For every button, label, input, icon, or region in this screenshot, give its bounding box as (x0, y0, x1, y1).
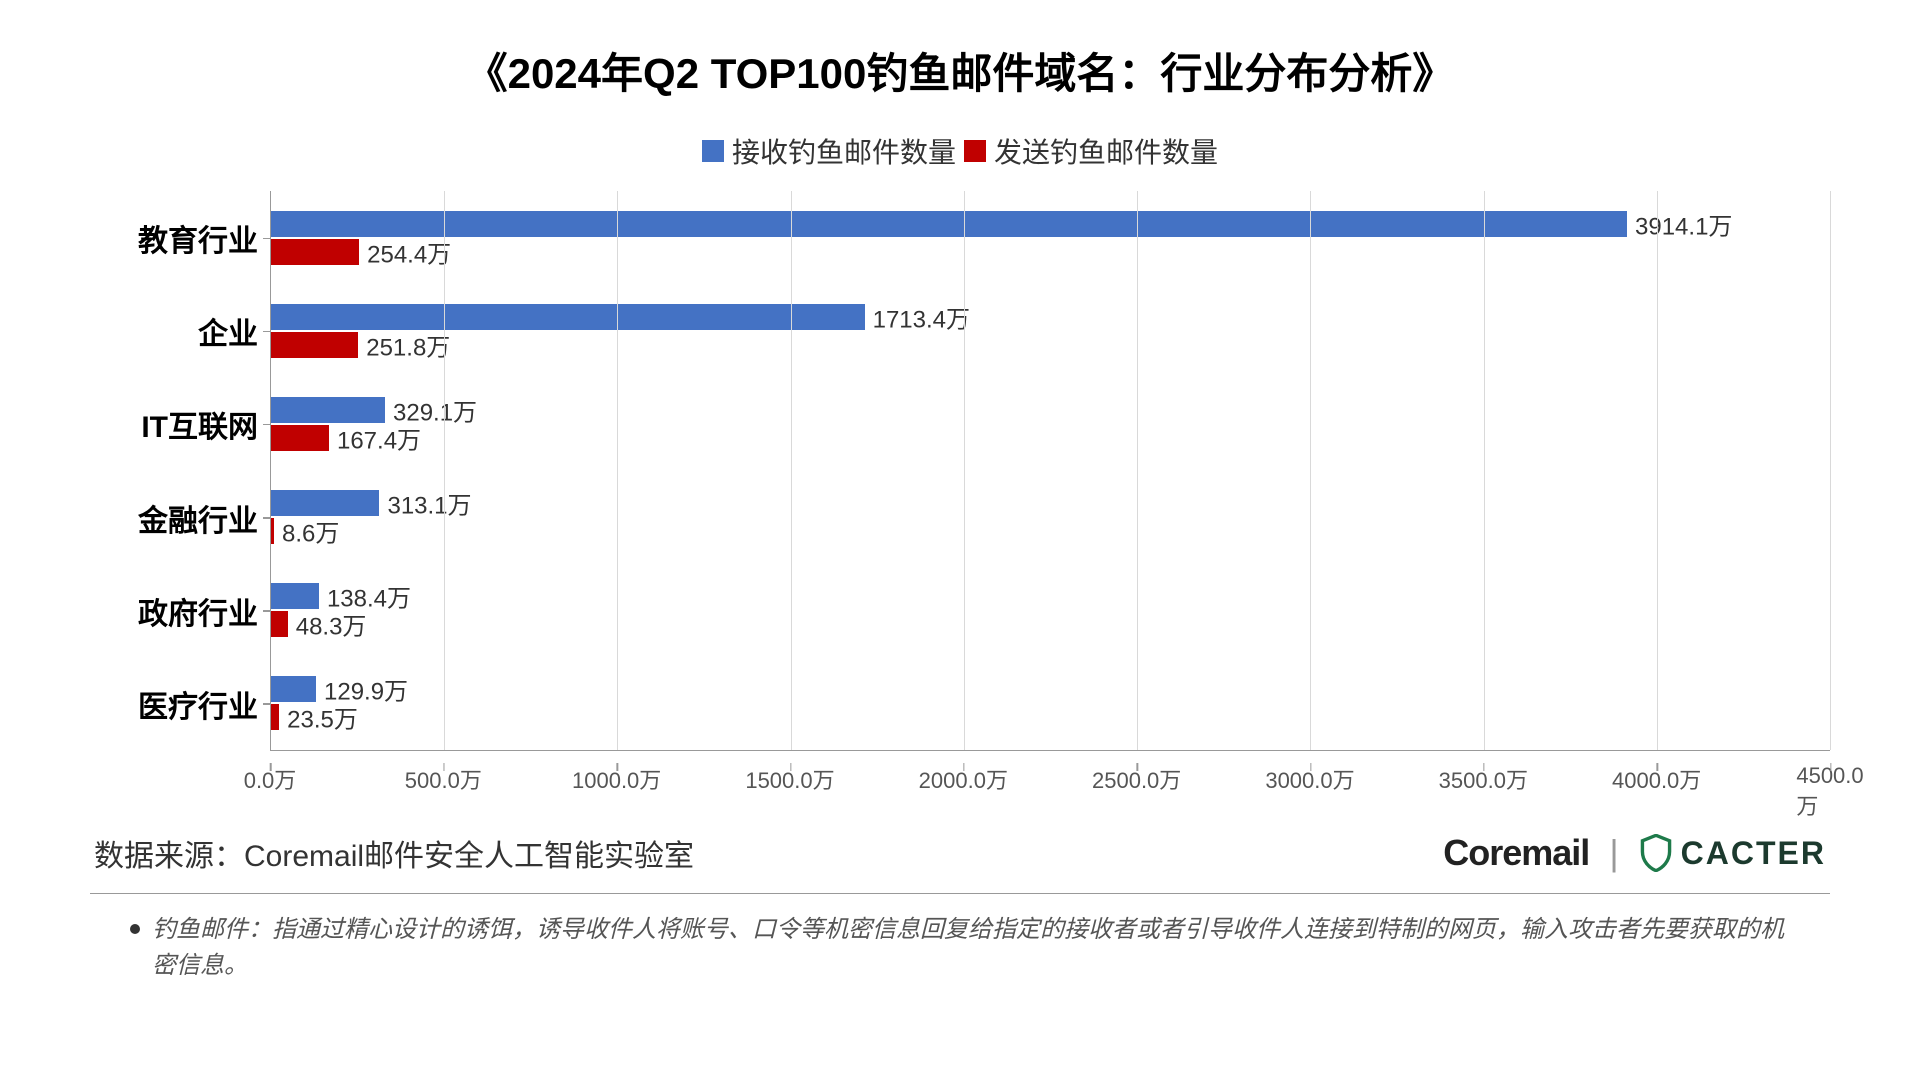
category-group: 329.1万167.4万 (271, 395, 1830, 453)
x-axis-ticks: 0.0万500.0万1000.0万1500.0万2000.0万2500.0万30… (270, 751, 1830, 801)
bar: 313.1万 (271, 490, 379, 516)
cacter-logo: CACTER (1639, 834, 1826, 872)
y-axis-label: 企业 (198, 309, 258, 353)
x-tick-mark (1657, 763, 1659, 771)
x-tick-mark (1830, 763, 1832, 771)
x-tick-mark (617, 763, 619, 771)
y-axis-label: IT互联网 (141, 402, 258, 446)
bar: 48.3万 (271, 611, 288, 637)
legend-swatch (964, 140, 986, 162)
bar-value-label: 254.4万 (367, 234, 451, 269)
y-tick-mark (263, 238, 271, 240)
x-tick-mark (443, 763, 445, 771)
bar-value-label: 3914.1万 (1635, 206, 1732, 241)
shield-icon (1639, 834, 1673, 872)
legend-item: 接收钓鱼邮件数量 (702, 131, 956, 171)
bar: 329.1万 (271, 397, 385, 423)
legend-swatch (702, 140, 724, 162)
bar: 3914.1万 (271, 211, 1627, 237)
bar-value-label: 313.1万 (387, 486, 471, 521)
chart-area: 教育行业企业IT互联网金融行业政府行业医疗行业 3914.1万254.4万171… (90, 191, 1830, 751)
bar: 251.8万 (271, 332, 358, 358)
gridline (1310, 191, 1311, 750)
bar-value-label: 251.8万 (366, 327, 450, 362)
x-tick-label: 3500.0万 (1439, 763, 1528, 795)
y-tick-mark (263, 424, 271, 426)
x-tick-label: 4500.0万 (1796, 763, 1863, 821)
gridline (1830, 191, 1831, 750)
coremail-logo: Coremail (1443, 832, 1589, 874)
gridline (617, 191, 618, 750)
x-tick-mark (1483, 763, 1485, 771)
x-tick-label: 1500.0万 (745, 763, 834, 795)
x-tick-mark (1137, 763, 1139, 771)
bar: 254.4万 (271, 239, 359, 265)
bar: 23.5万 (271, 704, 279, 730)
gridline (444, 191, 445, 750)
plot-region: 3914.1万254.4万1713.4万251.8万329.1万167.4万31… (270, 191, 1830, 751)
category-group: 3914.1万254.4万 (271, 209, 1830, 267)
bar: 138.4万 (271, 583, 319, 609)
x-tick-label: 2500.0万 (1092, 763, 1181, 795)
divider (90, 893, 1830, 894)
x-tick-mark (790, 763, 792, 771)
brand-logos: Coremail | CACTER (1443, 832, 1826, 874)
category-group: 313.1万8.6万 (271, 488, 1830, 546)
bar-value-label: 8.6万 (282, 514, 339, 549)
footnote-text: 钓鱼邮件：指通过精心设计的诱饵，诱导收件人将账号、口令等机密信息回复给指定的接收… (152, 912, 1790, 984)
bar-value-label: 23.5万 (287, 700, 358, 735)
category-group: 138.4万48.3万 (271, 581, 1830, 639)
legend-label: 发送钓鱼邮件数量 (994, 131, 1218, 171)
bar-value-label: 167.4万 (337, 420, 421, 455)
y-axis-label: 教育行业 (138, 216, 258, 260)
category-group: 129.9万23.5万 (271, 674, 1830, 732)
bar: 129.9万 (271, 676, 316, 702)
gridline (1137, 191, 1138, 750)
x-tick-label: 500.0万 (405, 763, 482, 795)
y-tick-mark (263, 610, 271, 612)
footer-row: 数据来源：Coremail邮件安全人工智能实验室 Coremail | CACT… (90, 831, 1830, 893)
bar-rows: 3914.1万254.4万1713.4万251.8万329.1万167.4万31… (271, 191, 1830, 750)
x-tick-label: 2000.0万 (919, 763, 1008, 795)
brand-separator: | (1609, 832, 1618, 874)
y-axis-label: 医疗行业 (138, 682, 258, 726)
x-tick-mark (963, 763, 965, 771)
x-tick-label: 4000.0万 (1612, 763, 1701, 795)
bullet-icon (130, 924, 140, 934)
footnote: 钓鱼邮件：指通过精心设计的诱饵，诱导收件人将账号、口令等机密信息回复给指定的接收… (90, 912, 1830, 984)
x-tick-label: 0.0万 (244, 763, 297, 795)
y-axis-label: 金融行业 (138, 496, 258, 540)
bar: 8.6万 (271, 518, 274, 544)
y-tick-mark (263, 703, 271, 705)
bar-value-label: 48.3万 (296, 607, 367, 642)
data-source-label: 数据来源：Coremail邮件安全人工智能实验室 (94, 831, 694, 875)
category-group: 1713.4万251.8万 (271, 302, 1830, 360)
y-tick-mark (263, 331, 271, 333)
gridline (964, 191, 965, 750)
bar: 1713.4万 (271, 304, 865, 330)
gridline (791, 191, 792, 750)
y-axis-labels: 教育行业企业 IT互联网金融行业政府行业医疗行业 (90, 191, 270, 751)
chart-legend: 接收钓鱼邮件数量发送钓鱼邮件数量 (90, 131, 1830, 171)
y-tick-mark (263, 517, 271, 519)
chart-title: 《2024年Q2 TOP100钓鱼邮件域名：行业分布分析》 (90, 40, 1830, 101)
gridline (1657, 191, 1658, 750)
bar: 167.4万 (271, 425, 329, 451)
x-tick-mark (270, 763, 272, 771)
bar-value-label: 1713.4万 (873, 299, 970, 334)
cacter-text: CACTER (1681, 835, 1826, 872)
x-tick-label: 1000.0万 (572, 763, 661, 795)
gridline (1484, 191, 1485, 750)
x-tick-mark (1310, 763, 1312, 771)
y-axis-label: 政府行业 (138, 589, 258, 633)
legend-item: 发送钓鱼邮件数量 (964, 131, 1218, 171)
x-tick-label: 3000.0万 (1265, 763, 1354, 795)
legend-label: 接收钓鱼邮件数量 (732, 131, 956, 171)
